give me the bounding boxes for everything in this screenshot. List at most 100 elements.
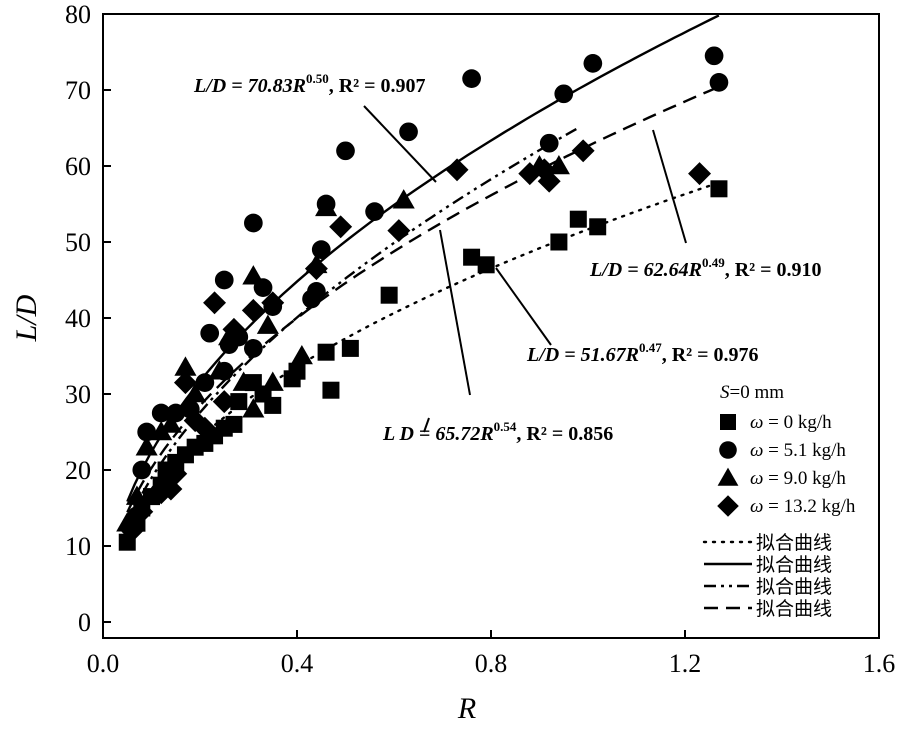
diamond-marker	[261, 291, 285, 315]
triangle-marker	[208, 360, 231, 380]
y-tick-label: 30	[65, 380, 91, 409]
circle-marker	[214, 270, 234, 290]
circle-marker	[704, 46, 724, 66]
diamond-marker	[445, 158, 469, 182]
diamond-marker	[164, 462, 188, 486]
legend-title: S=0 mm	[720, 382, 784, 403]
diamond-marker	[688, 162, 712, 186]
legend: S=0 mm ω = 0 kg/h ω = 5.1 kg/h ω = 9.0 kg/h…	[702, 382, 856, 620]
square-marker	[463, 248, 481, 266]
legend-fit-label: 拟合曲线	[756, 576, 832, 598]
y-tick-label: 80	[65, 0, 91, 29]
y-tick-label: 50	[65, 228, 91, 257]
circle-marker	[719, 441, 737, 459]
circle-marker	[365, 202, 384, 221]
circle-marker	[132, 460, 152, 480]
circle-marker	[554, 84, 574, 104]
equation-slash	[423, 417, 430, 433]
square-marker	[720, 414, 736, 430]
series-circle	[127, 46, 729, 525]
square-marker	[322, 381, 340, 399]
diamond-marker	[387, 219, 411, 243]
equation-label: L/D = 51.67R0.47, R² = 0.976	[526, 340, 759, 366]
circle-marker	[151, 403, 171, 423]
leader-line	[363, 105, 437, 183]
square-marker	[710, 180, 728, 198]
square-marker	[341, 339, 359, 357]
square-marker	[317, 343, 335, 361]
data-points	[116, 46, 729, 551]
triangle-marker	[717, 467, 739, 486]
circle-marker	[462, 69, 481, 88]
axes: 0.0 0.4 0.8 1.2 1.6 0 10 20 30 40 50 60 70 80 R L/D	[10, 0, 895, 725]
diamond-marker	[329, 215, 353, 239]
circle-marker	[539, 133, 559, 153]
diamond-marker	[537, 169, 561, 193]
legend-fit-label: 拟合曲线	[756, 532, 832, 554]
leader-line	[652, 129, 687, 244]
square-marker	[225, 415, 243, 433]
square-marker	[288, 362, 306, 380]
leader-line	[495, 267, 552, 346]
equation-label: L/D = 70.83R0.50, R² = 0.907	[193, 71, 426, 97]
triangle-marker	[232, 371, 255, 391]
diamond-marker	[120, 519, 144, 543]
diamond-marker	[212, 390, 236, 414]
diamond-marker	[183, 409, 207, 433]
y-axis-title: L/D	[10, 294, 43, 342]
triangle-marker	[135, 436, 158, 456]
leader-line	[439, 229, 471, 396]
triangle-marker	[256, 314, 279, 334]
circle-marker	[336, 141, 355, 161]
equation-label: L D = 65.72R0.54, R² = 0.856	[382, 419, 613, 445]
legend-fit-label: 拟合曲线	[756, 598, 832, 620]
square-marker	[569, 210, 587, 228]
diamond-marker	[193, 416, 217, 440]
circle-marker	[137, 422, 156, 442]
x-tick-label: 0.8	[475, 649, 508, 678]
square-marker	[477, 256, 495, 274]
x-tick-label: 1.6	[863, 649, 896, 678]
triangle-marker	[290, 344, 313, 365]
square-marker	[589, 218, 607, 236]
circle-marker	[399, 122, 418, 142]
triangle-marker	[261, 371, 284, 391]
circle-marker	[244, 213, 263, 233]
y-tick-label: 20	[65, 456, 91, 485]
triangle-marker	[315, 196, 338, 217]
diamond-marker	[518, 162, 542, 186]
diamond-marker	[571, 139, 595, 163]
triangle-marker	[125, 485, 148, 505]
fit-curve-dashdotdot	[126, 126, 579, 524]
triangle-marker	[242, 398, 265, 418]
annotations: L/D = 70.83R0.50, R² = 0.907 L/D = 62.64R…	[193, 71, 822, 445]
diamond-marker	[173, 371, 197, 395]
square-marker	[230, 393, 248, 411]
legend-entry-label: ω = 0 kg/h	[750, 412, 832, 433]
square-marker	[380, 286, 398, 304]
legend-entry-label: ω = 13.2 kg/h	[750, 496, 856, 517]
diamond-marker	[717, 495, 739, 517]
legend-fit-label: 拟合曲线	[756, 554, 832, 576]
x-axis-title: R	[457, 692, 476, 725]
diamond-marker	[304, 257, 328, 281]
diamond-marker	[222, 317, 246, 341]
circle-marker	[583, 54, 603, 73]
legend-entry-label: ω = 9.0 kg/h	[750, 468, 846, 489]
equation-label: L/D = 62.64R0.49, R² = 0.910	[589, 255, 822, 281]
y-tick-label: 0	[78, 608, 91, 637]
y-tick-label: 60	[65, 152, 91, 181]
triangle-marker	[242, 265, 265, 285]
triangle-marker	[392, 189, 415, 209]
series-diamond	[120, 139, 712, 543]
circle-marker	[311, 240, 331, 259]
circle-marker	[244, 339, 263, 358]
diamond-marker	[241, 298, 265, 322]
triangle-marker	[174, 356, 197, 376]
triangle-marker	[184, 382, 207, 403]
y-tick-label: 40	[65, 304, 91, 333]
x-tick-label: 0.4	[281, 649, 314, 678]
legend-entry-label: ω = 5.1 kg/h	[750, 440, 846, 461]
square-marker	[550, 233, 568, 251]
